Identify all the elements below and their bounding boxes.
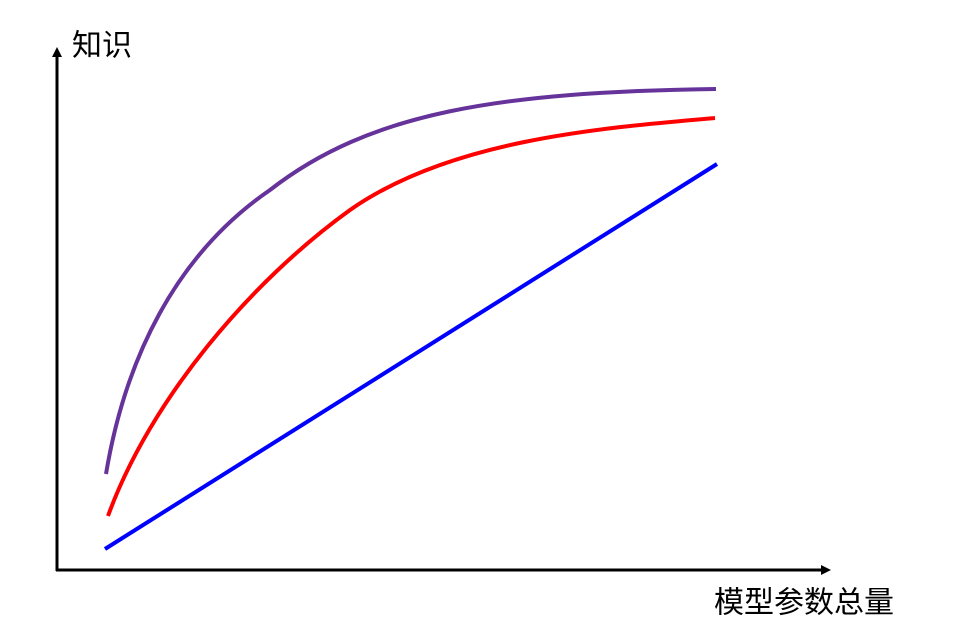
purple-curve [104, 87, 717, 475]
blue-line [103, 162, 719, 551]
red-curve [106, 116, 716, 517]
x-axis-label: 模型参数总量 [714, 586, 894, 621]
y-axis-label: 知识 [72, 29, 132, 64]
